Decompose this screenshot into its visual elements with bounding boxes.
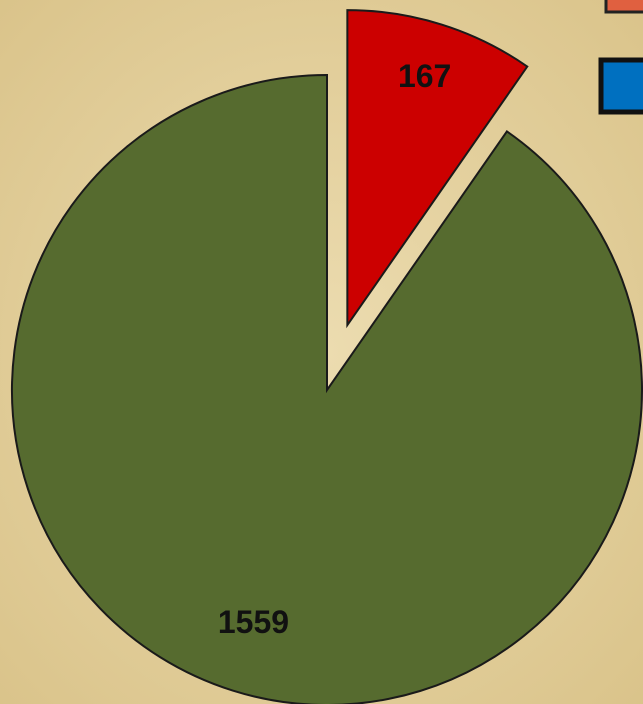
legend-swatch bbox=[598, 57, 643, 115]
pie-slice bbox=[11, 73, 643, 704]
legend-swatch bbox=[604, 0, 643, 14]
pie-slice bbox=[346, 9, 529, 329]
data-label: 1559 bbox=[218, 604, 289, 640]
data-label: 167 bbox=[398, 58, 451, 94]
